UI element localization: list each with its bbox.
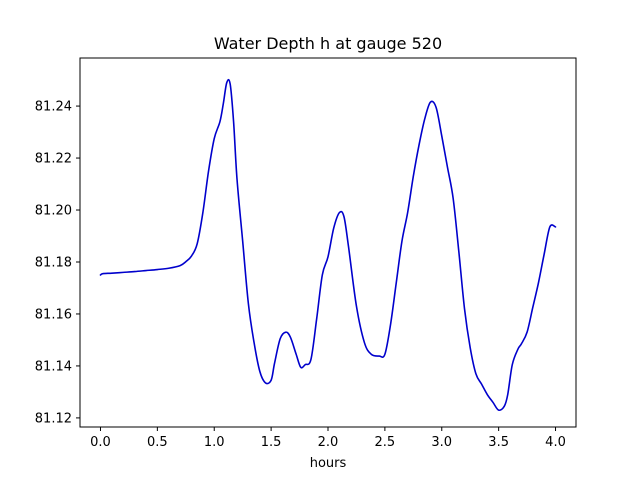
y-tick-label: 81.24 [35,100,72,115]
y-tick-label: 81.14 [35,359,72,374]
x-tick-label: 0.5 [147,435,168,450]
x-tick-label: 0.0 [90,435,111,450]
x-tick-label: 1.5 [261,435,282,450]
x-tick-label: 2.0 [318,435,339,450]
x-axis-ticks: 0.0 0.5 1.0 1.5 2.0 2.5 3.0 3.5 4.0 [90,427,566,450]
x-axis-label: hours [310,456,347,471]
x-tick-label: 2.5 [375,435,396,450]
y-axis-ticks: 81.12 81.14 81.16 81.18 81.20 81.22 81.24 [35,100,80,426]
y-tick-label: 81.18 [35,255,72,270]
y-tick-label: 81.12 [35,411,72,426]
marks-layer [99,78,557,412]
y-tick-label: 81.22 [35,152,72,167]
plot-frame [79,57,577,428]
chart-title: Water Depth h at gauge 520 [214,34,442,53]
x-tick-label: 3.0 [431,435,452,450]
x-tick-label: 3.5 [488,435,509,450]
plot-area [80,58,576,427]
y-tick-label: 81.20 [35,204,72,219]
x-tick-label: 1.0 [204,435,225,450]
series-line-0 [99,78,557,412]
y-tick-label: 81.16 [35,307,72,322]
x-tick-label: 4.0 [545,435,566,450]
